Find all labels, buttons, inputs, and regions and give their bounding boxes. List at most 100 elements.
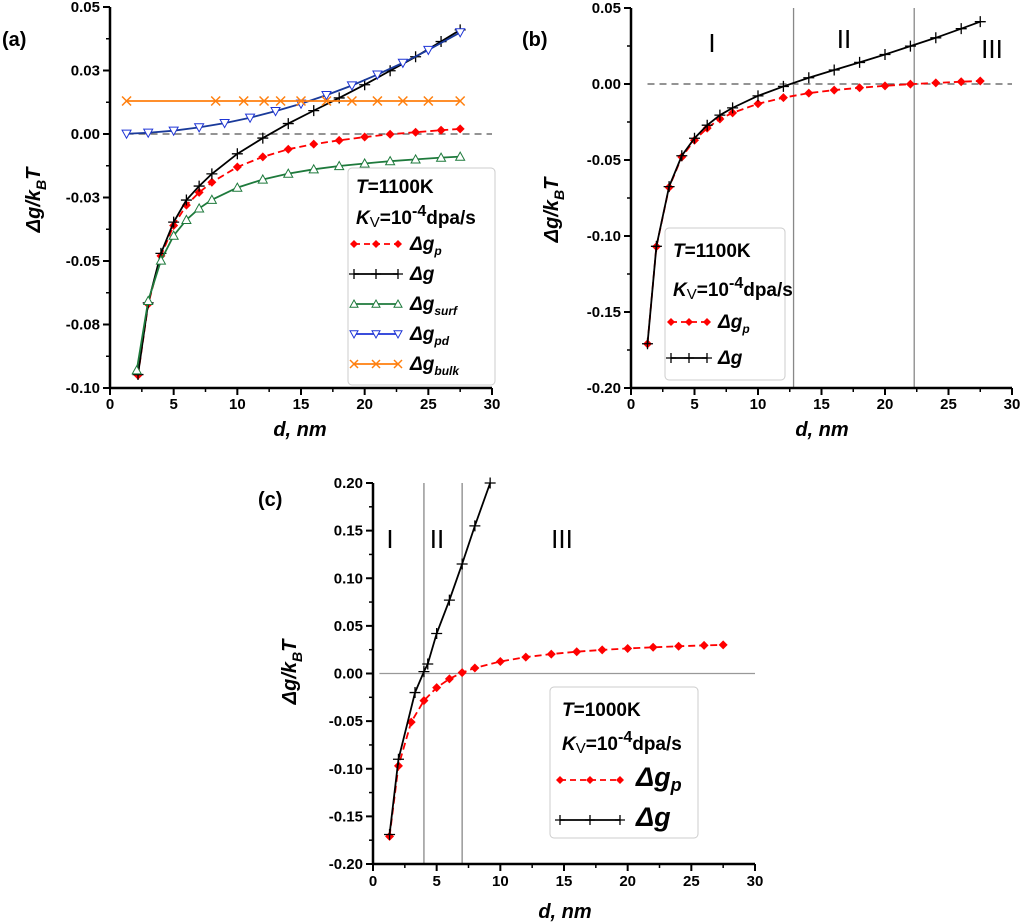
y-tick-label: 0.00: [71, 126, 100, 143]
data-point: [436, 125, 446, 135]
dose-rate-unit: dpa/s: [426, 208, 476, 229]
x-tick-label: 0: [627, 396, 635, 413]
data-point: [372, 95, 383, 107]
legend-marker: [393, 269, 403, 279]
data-point: [855, 83, 865, 93]
legend-marker: [586, 776, 594, 784]
data-point: [194, 187, 204, 197]
data-point: [956, 77, 966, 87]
data-point: [718, 640, 728, 650]
data-point: [168, 126, 180, 137]
dose-rate-symbol: K: [673, 280, 688, 301]
data-point: [676, 150, 688, 162]
legend-entry-total: Δg: [555, 802, 671, 832]
legend-entry-name: Δg: [409, 234, 435, 255]
data-point: [333, 160, 345, 171]
data-point: [257, 132, 269, 144]
series-total: [642, 16, 986, 350]
data-point: [231, 182, 243, 192]
data-point: [206, 194, 218, 204]
dose-rate-subscript: V: [370, 214, 380, 231]
data-point: [470, 663, 480, 673]
data-point: [418, 666, 430, 678]
data-point: [905, 79, 915, 89]
legend-marker: [703, 318, 711, 326]
legend-marker: [616, 776, 624, 784]
legend-entry-label: Δgsurf: [409, 294, 458, 318]
x-tick-label: 10: [492, 873, 509, 890]
y-tick-label: 0.05: [334, 618, 363, 635]
legend-entry-subscript: bulk: [434, 364, 460, 378]
legend-entry-subscript: surf: [434, 304, 458, 318]
x-axis-label: d, nm: [273, 419, 326, 441]
data-point: [392, 753, 404, 765]
data-point: [207, 177, 217, 187]
x-tick-label: 25: [940, 396, 957, 413]
dose-rate-value: =10: [697, 280, 729, 301]
x-tick-label: 5: [169, 396, 177, 413]
dose-rate-value: =10: [380, 208, 412, 229]
data-point: [650, 240, 662, 252]
panel-a: (a) 0.05 0.03 0.00 -0.03 -0.05 -0.08 -0.10 0 5 10 1…: [2, 0, 500, 441]
x-tick-label: 15: [813, 396, 830, 413]
y-tick-label: 0.03: [71, 63, 100, 80]
y-tick-label: -0.08: [66, 317, 100, 334]
legend-entry-subscript: p: [670, 775, 682, 795]
x-axis-label: d, nm: [795, 419, 848, 441]
data-point: [778, 93, 788, 103]
region-label: III: [981, 34, 1003, 64]
y-axis-label-tail: T: [279, 638, 301, 652]
y-axis-label-tail: T: [23, 166, 45, 180]
y-tick-label: -0.15: [587, 304, 621, 321]
data-point: [422, 658, 434, 670]
x-tick-label: 25: [683, 873, 700, 890]
legend-entry-name: Δg: [409, 324, 435, 345]
data-point: [455, 124, 465, 134]
y-axis-label-sub: B: [551, 190, 567, 200]
data-point: [295, 95, 307, 107]
legend-entry-label: Δg: [717, 348, 743, 369]
data-point: [597, 645, 607, 655]
x-axis-label: d, nm: [538, 901, 591, 923]
data-point: [454, 151, 466, 161]
region-label: II: [430, 524, 444, 554]
temperature-symbol: T: [673, 241, 686, 262]
series-bulk: [121, 95, 466, 107]
dose-rate-exponent: -4: [729, 275, 743, 292]
legend-marker: [666, 353, 676, 363]
data-point: [714, 109, 726, 121]
data-point: [283, 144, 293, 154]
y-axis-label-sub: B: [33, 180, 49, 190]
series-p: [643, 76, 985, 349]
data-point: [410, 153, 421, 164]
data-point: [663, 181, 675, 193]
x-tick-label: 20: [619, 873, 636, 890]
series-total: [384, 477, 496, 840]
legend-entry-p: Δgp: [350, 234, 442, 258]
data-point: [457, 668, 467, 678]
data-point: [231, 148, 243, 160]
data-point: [623, 643, 633, 653]
series-line: [646, 20, 981, 344]
y-tick-label: 0.15: [334, 523, 363, 540]
data-point: [321, 95, 332, 107]
legend-entry-label: Δgpd: [409, 324, 450, 348]
x-tick-label: 15: [293, 396, 310, 413]
data-point: [142, 295, 154, 305]
data-point: [689, 132, 700, 144]
data-point: [181, 214, 192, 224]
data-point: [282, 118, 294, 130]
panel-label: (a): [2, 29, 26, 51]
data-point: [455, 95, 466, 107]
x-tick-label: 10: [750, 396, 767, 413]
data-point: [257, 173, 269, 184]
y-tick-label: -0.05: [329, 713, 363, 730]
legend-marker: [585, 815, 595, 825]
y-axis-label-sub: B: [289, 652, 305, 662]
dose-rate-symbol: K: [356, 208, 371, 229]
legend-marker: [371, 330, 381, 340]
dose-rate-symbol: K: [562, 734, 577, 755]
